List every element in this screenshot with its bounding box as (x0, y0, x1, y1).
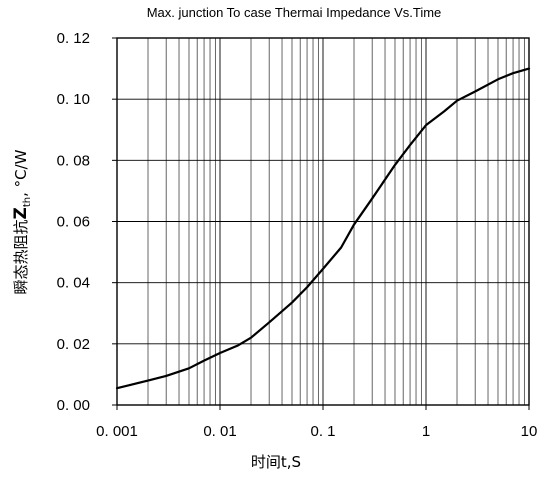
y-axis-label-suffix: , °C/W (12, 149, 30, 197)
grid (116, 37, 529, 406)
x-tick-label: 0. 01 (203, 423, 236, 440)
y-tick-label: 0. 00 (57, 397, 90, 414)
x-tick-label: 10 (521, 423, 538, 440)
series-line (115, 67, 531, 390)
y-axis-label-main: Z (11, 207, 31, 219)
y-tick-label: 0. 10 (57, 91, 90, 108)
y-tick-label: 0. 06 (57, 214, 90, 231)
y-tick-label: 0. 02 (57, 336, 90, 353)
x-tick-label: 1 (422, 423, 430, 440)
y-axis-label: 瞬态热阻抗Zth, °C/W (11, 149, 33, 294)
y-tick-label: 0. 04 (57, 275, 90, 292)
x-tick-label: 0. 001 (96, 423, 138, 440)
y-axis-label-prefix: 瞬态热阻抗 (12, 219, 30, 294)
x-axis-label: 时间t,S (251, 453, 301, 471)
y-tick-label: 0. 12 (57, 30, 90, 47)
axis-ticks: 0. 001 0. 01 0. 1 1 10 0. 00 0. 02 0. 04 0. 06 0.… (57, 30, 538, 440)
y-tick-label: 0. 08 (57, 152, 90, 169)
chart-title: Max. junction To case Thermai Impedance … (147, 5, 442, 20)
series-layer (115, 67, 531, 390)
y-axis-label-subscript: th (22, 197, 33, 207)
x-tick-label: 0. 1 (310, 423, 335, 440)
